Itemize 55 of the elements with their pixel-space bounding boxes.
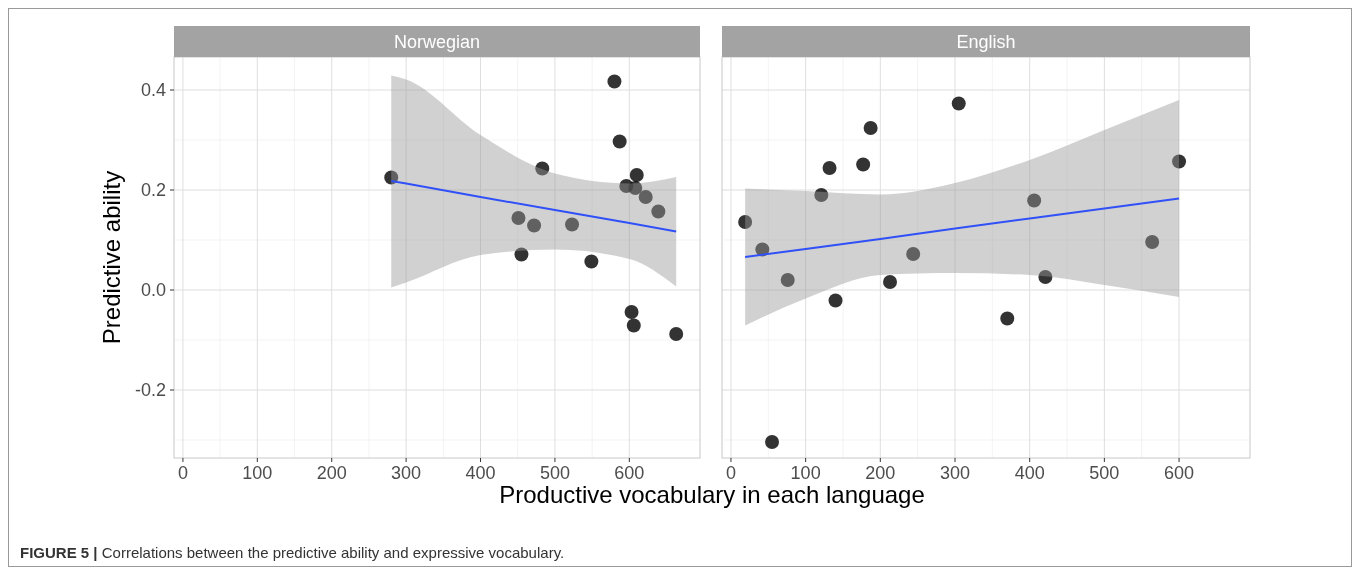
- y-tick-label: 0.4: [140, 80, 166, 100]
- caption: FIGURE 5 | Correlations between the predictive ability and expressive vocabulary.: [20, 544, 565, 561]
- point: [883, 275, 898, 289]
- x-tick-label: 200: [865, 463, 896, 483]
- y-tick-label: 0.0: [140, 280, 166, 300]
- point: [565, 217, 580, 232]
- y-tick-label: 0.2: [140, 180, 166, 200]
- point: [863, 121, 878, 135]
- point: [780, 273, 795, 287]
- point: [629, 168, 644, 182]
- x-tick-label: 300: [939, 463, 971, 483]
- point: [828, 293, 843, 308]
- point: [626, 318, 641, 333]
- point: [765, 435, 780, 449]
- point: [822, 161, 837, 175]
- point: [638, 190, 653, 204]
- point: [651, 204, 666, 219]
- point: [906, 247, 921, 261]
- x-tick-label: 300: [391, 463, 422, 483]
- point: [814, 188, 829, 202]
- x-tick-label: 600: [614, 463, 645, 483]
- y-axis-title: Predictive ability: [98, 170, 125, 345]
- point: [1000, 311, 1015, 326]
- point: [624, 305, 639, 319]
- x-tick-label: 400: [465, 463, 496, 483]
- point: [511, 211, 526, 225]
- point: [535, 161, 550, 176]
- x-tick-label: 400: [1014, 463, 1045, 483]
- point: [1038, 270, 1053, 284]
- x-tick-label: 600: [1164, 463, 1195, 483]
- point: [738, 215, 753, 229]
- x-tick-label: 500: [1089, 463, 1120, 483]
- point: [1172, 154, 1187, 169]
- point: [527, 218, 542, 233]
- x-axis-title: Productive vocabulary in each language: [499, 481, 925, 508]
- point: [628, 181, 643, 195]
- point: [1145, 235, 1160, 249]
- x-tick-label: 0: [177, 463, 188, 483]
- x-tick-label: 500: [539, 463, 570, 483]
- point: [607, 74, 622, 89]
- point: [669, 327, 684, 341]
- point: [1027, 193, 1042, 208]
- x-tick-label: 0: [725, 463, 736, 483]
- point: [612, 134, 627, 149]
- x-tick-label: 100: [790, 463, 821, 483]
- point: [384, 170, 399, 185]
- chart-title: Norwegian: [393, 32, 481, 52]
- y-tick-label: -0.2: [134, 380, 166, 400]
- point: [951, 96, 966, 111]
- point: [856, 157, 871, 172]
- point: [584, 254, 599, 269]
- x-tick-label: 200: [316, 463, 347, 483]
- point: [514, 247, 529, 262]
- x-tick-label: 100: [242, 463, 273, 483]
- chart-title: English: [956, 32, 1016, 52]
